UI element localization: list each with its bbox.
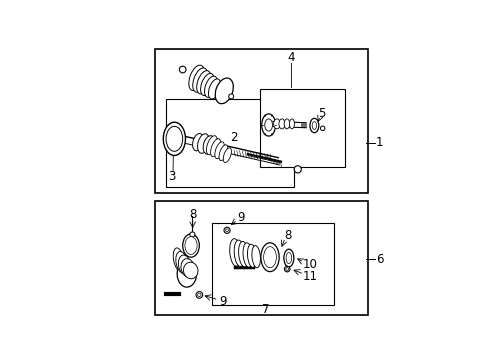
Text: 1: 1 [375,136,383,149]
Ellipse shape [197,134,209,153]
Circle shape [284,266,289,272]
Ellipse shape [264,119,272,131]
Ellipse shape [251,246,260,268]
Text: 4: 4 [286,51,294,64]
Ellipse shape [204,76,217,97]
Text: 2: 2 [230,131,237,144]
Ellipse shape [183,234,199,257]
Ellipse shape [214,142,224,159]
Ellipse shape [289,119,294,129]
Ellipse shape [188,65,204,91]
Ellipse shape [177,261,196,287]
Ellipse shape [215,78,233,104]
Ellipse shape [309,118,318,133]
Circle shape [224,227,230,233]
Bar [155,49,367,193]
Ellipse shape [209,138,220,154]
Text: 8: 8 [284,229,291,242]
Ellipse shape [223,148,231,163]
Circle shape [285,268,288,270]
Ellipse shape [263,247,276,268]
Ellipse shape [192,134,203,151]
Text: 6: 6 [375,253,383,266]
Circle shape [320,126,324,131]
Bar [260,89,344,167]
Ellipse shape [166,126,183,151]
Ellipse shape [234,240,244,267]
Ellipse shape [206,136,217,155]
Text: 10: 10 [302,258,317,271]
Ellipse shape [203,136,215,154]
Ellipse shape [173,248,183,271]
Text: 8: 8 [189,208,197,221]
Circle shape [189,232,195,237]
Ellipse shape [273,119,280,129]
Text: 11: 11 [302,270,317,283]
Circle shape [196,292,202,298]
Circle shape [225,229,228,232]
Text: 5: 5 [318,107,325,120]
Text: 7: 7 [262,303,269,316]
Ellipse shape [208,79,220,99]
Ellipse shape [261,114,275,136]
Ellipse shape [176,252,187,273]
Bar [211,223,333,305]
Circle shape [179,66,185,73]
Ellipse shape [196,71,210,94]
Ellipse shape [183,262,198,279]
Circle shape [293,166,301,173]
Ellipse shape [200,73,214,96]
Ellipse shape [284,249,293,267]
Ellipse shape [184,237,197,255]
Ellipse shape [219,145,227,161]
Circle shape [228,94,233,99]
Ellipse shape [163,122,185,156]
Text: 9: 9 [219,295,226,308]
Ellipse shape [210,139,220,157]
Ellipse shape [181,258,194,277]
Ellipse shape [311,122,316,129]
Ellipse shape [178,255,190,275]
Ellipse shape [260,243,279,271]
Ellipse shape [243,243,252,267]
Ellipse shape [284,119,289,129]
Circle shape [197,293,201,297]
Ellipse shape [278,119,285,129]
Ellipse shape [192,68,207,92]
Ellipse shape [238,242,248,267]
Ellipse shape [247,244,256,267]
Ellipse shape [285,252,291,264]
Text: 3: 3 [167,170,175,183]
Ellipse shape [229,239,241,266]
Bar [155,201,367,315]
Bar [166,99,293,187]
Text: 9: 9 [237,211,244,224]
